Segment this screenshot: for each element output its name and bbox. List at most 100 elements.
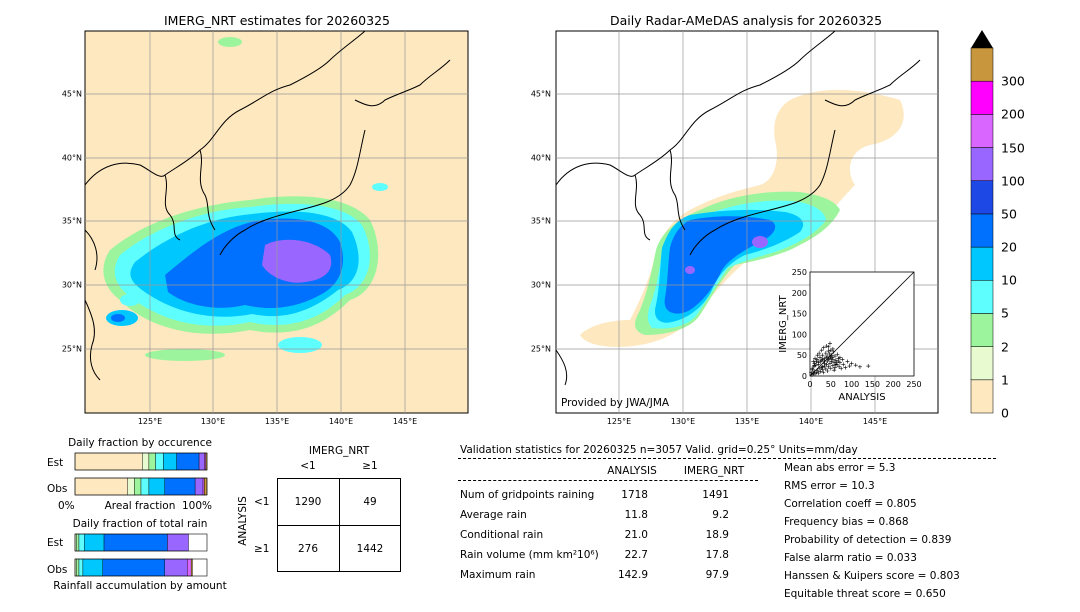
left-lon-label: 135°E [264,417,290,426]
fraction-segment [186,558,192,577]
total-rain-row-obs: Obs [47,564,68,576]
scatter-point [826,364,831,369]
scatter-x-tick: 50 [826,380,836,389]
right-lat-label: 35°N [530,216,551,226]
inset-scatter: 00 50 50 100 100 150 150 200 200 250 250 ANALYSIS IM… [778,268,922,403]
scatter-point [840,357,845,362]
scatter-point [818,369,823,374]
scatter-point [830,346,835,351]
score-line: RMS error = 10.3 [784,480,875,492]
stats-row-label: Average rain [460,509,527,521]
scatter-point [814,359,819,364]
occurrence-row-est: Est [47,457,64,469]
fraction-segment [194,477,204,496]
scatter-point [832,365,837,370]
fraction-segment [142,452,150,471]
colorbar-tick-label: 50 [1001,206,1017,222]
scatter-point [821,345,826,350]
scatter-point [824,355,829,360]
occurrence-xlabel: Areal fraction [104,500,176,512]
total-rain-title: Daily fraction of total rain [72,518,208,530]
scatter-point [817,366,822,371]
colorbar-tick-label: 0 [1001,405,1009,421]
left-lat-label: 30°N [61,280,82,290]
right-lat-label: 30°N [530,280,551,290]
scatter-point [827,361,832,366]
scatter-x-tick: 150 [865,380,880,389]
scatter-point [849,361,854,366]
fraction-segment [74,452,143,471]
scatter-point [815,368,820,373]
scatter-point [813,363,818,368]
stats-row-label: Num of gridpoints raining [460,489,595,501]
scatter-point [837,360,842,365]
contingency-grid [277,478,401,572]
occurrence-row-obs: Obs [47,483,68,495]
scatter-point [822,361,827,366]
scatter-y-tick: 150 [792,310,807,319]
fraction-segment [78,558,84,577]
scatter-point [810,366,815,371]
fraction-bar-frame [74,558,208,577]
fraction-segment [167,533,189,552]
fraction-segment [76,558,80,577]
stats-divider [458,458,996,459]
scatter-point [816,371,821,376]
fraction-segment [78,533,85,552]
scatter-point [815,357,820,362]
right-lon-label: 145°E [862,417,888,426]
left-lon-label: 125°E [137,417,163,426]
fraction-segment [140,477,150,496]
scatter-y-tick: 250 [792,268,807,277]
fraction-segment [164,558,188,577]
occurrence-tick-0: 0% [58,500,75,512]
stats-header: Validation statistics for 20260325 n=305… [460,444,858,456]
colorbar-extend-arrow [971,30,993,48]
scatter-point [820,364,825,369]
right-lon-label: 140°E [798,417,824,426]
scatter-point [845,359,850,364]
score-line: Equitable threat score = 0.650 [784,588,946,600]
right-map-title: Daily Radar-AMeDAS analysis for 20260325 [609,13,883,28]
left-lon-label: 140°E [328,417,354,426]
contingency-cell: 276 [297,543,319,555]
scatter-point [811,371,816,376]
score-line: Probability of detection = 0.839 [784,534,952,546]
scatter-point [833,362,838,367]
fraction-segment [127,477,135,496]
fraction-bar-frame [74,533,208,552]
score-line: Correlation coeff = 0.805 [784,498,917,510]
contingency-row-axis-label: ANALYSIS [237,496,249,546]
scatter-x-tick: 100 [844,380,859,389]
left-lat-label: 25°N [61,344,82,354]
colorbar-segment [970,246,994,281]
scatter-y-tick: 0 [802,372,807,381]
score-line: Mean abs error = 5.3 [784,462,896,474]
colorbar-segment [970,80,994,115]
scatter-point [812,363,817,368]
total-rain-xlabel: Rainfall accumulation by amount [53,580,227,592]
right-lat-label: 45°N [530,89,551,99]
scatter-point [816,362,821,367]
stats-row-label: Maximum rain [460,569,536,581]
scatter-point [817,351,822,356]
scatter-point [809,370,814,375]
scatter-point [828,354,833,359]
fraction-segment [82,558,103,577]
scatter-point [837,355,842,360]
scatter-point [821,370,826,375]
scatter-point [832,360,837,365]
stats-row-imerg: 97.9 [705,569,729,581]
scatter-point [836,359,841,364]
colorbar-tick-label: 100 [1001,173,1025,189]
colorbar-tick-label: 5 [1001,305,1009,321]
fraction-segment [76,533,80,552]
colorbar-segment [970,147,994,181]
scatter-y-tick: 200 [792,289,807,298]
stats-row-analysis: 21.0 [624,529,648,541]
stats-col-imerg: IMERG_NRT [683,465,745,477]
scatter-point [825,359,830,364]
scatter-ylabel: IMERG_NRT [778,294,789,352]
colorbar-tick-label: 2 [1001,339,1009,355]
